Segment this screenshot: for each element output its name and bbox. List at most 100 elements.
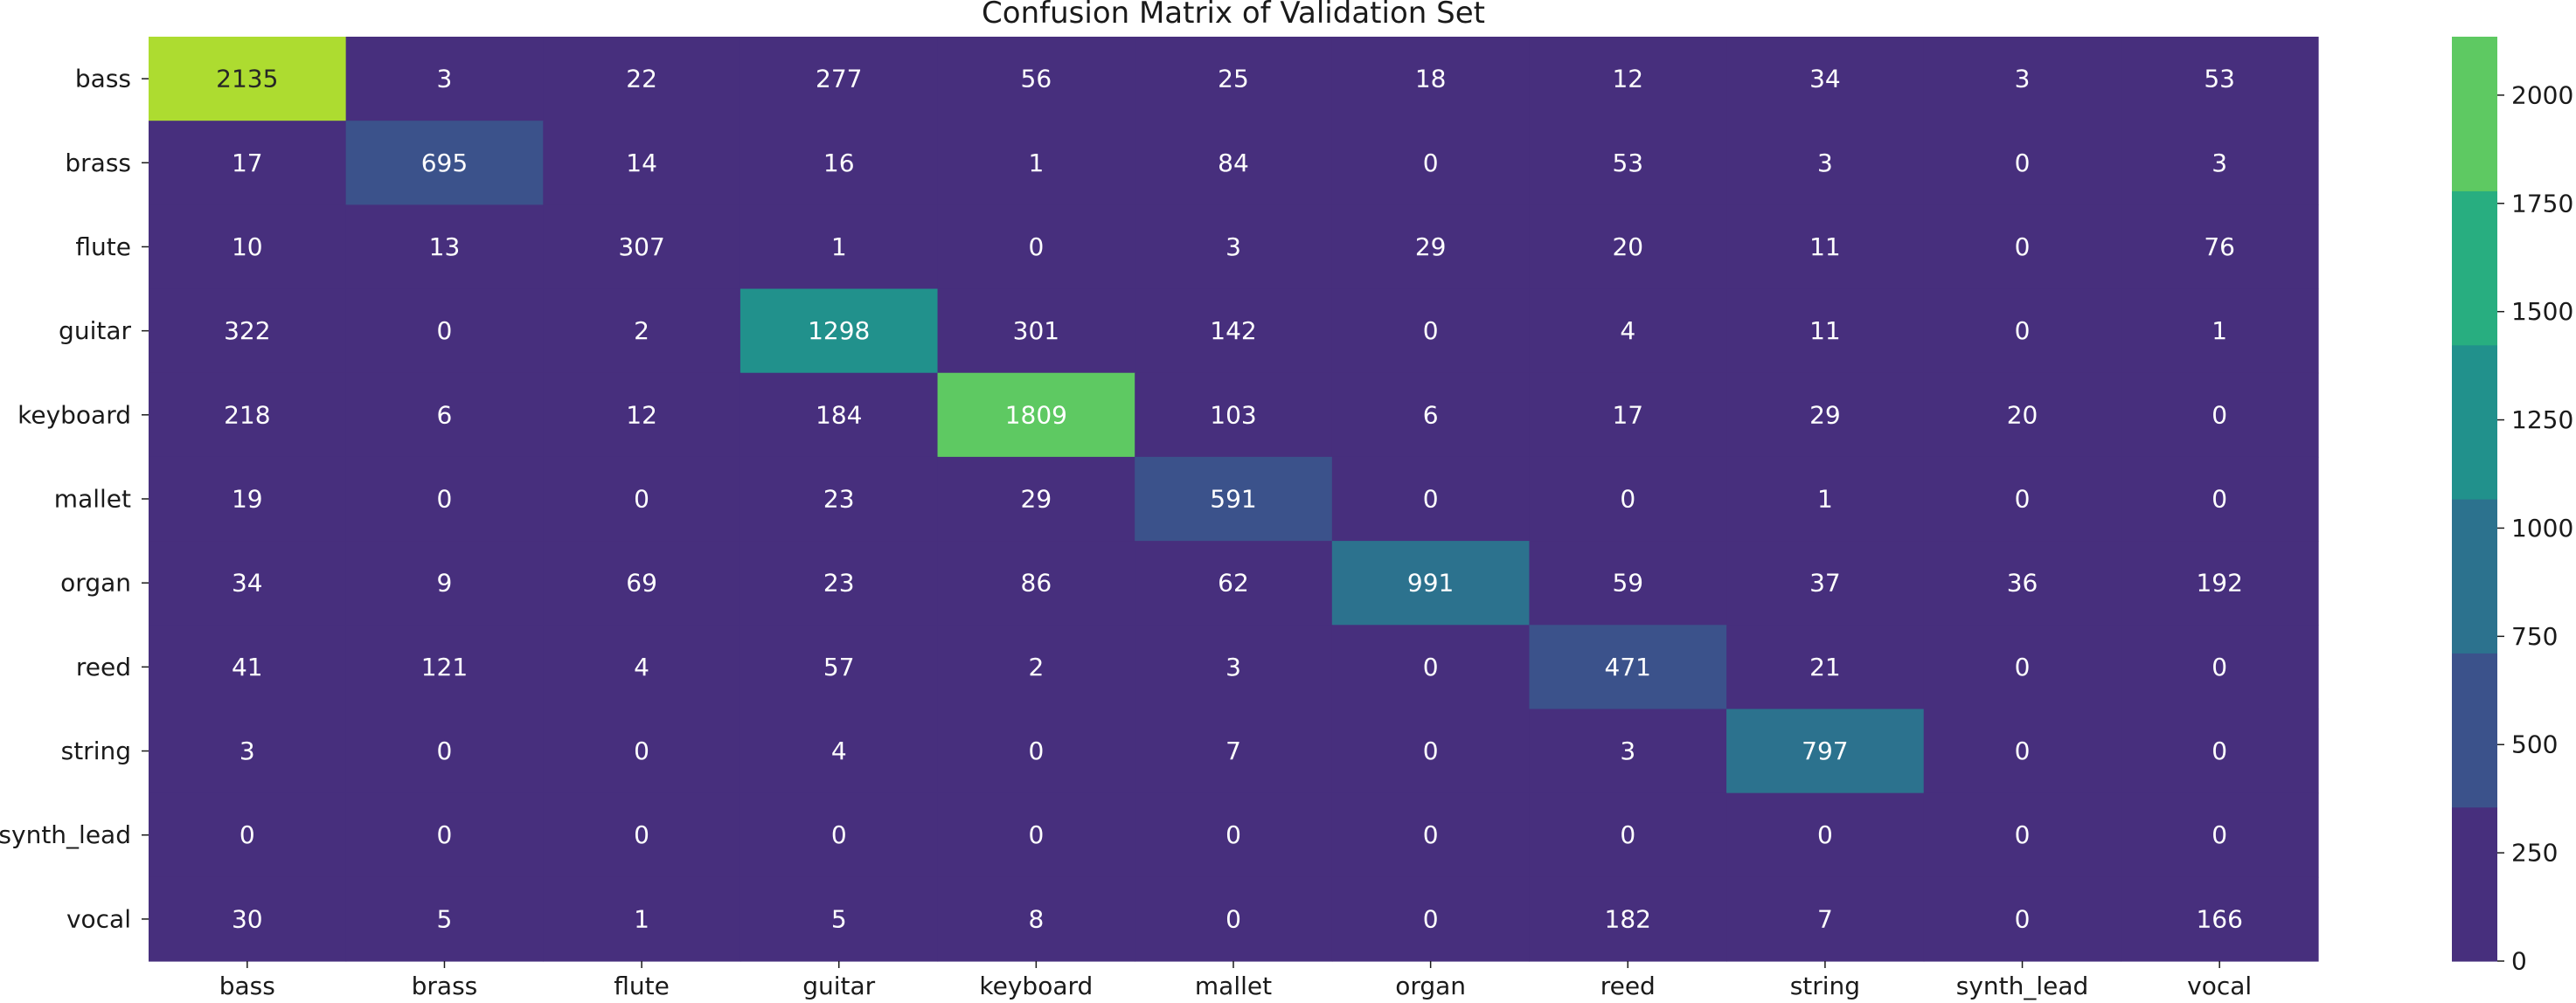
- cell-value-label: 0: [1028, 820, 1044, 849]
- heatmap-cell: [739, 456, 939, 542]
- heatmap-cell: [1529, 204, 1727, 290]
- heatmap-cell: [345, 541, 544, 626]
- x-tick-label: reed: [1600, 972, 1656, 1000]
- cell-value-label: 3: [1817, 149, 1833, 177]
- cell-value-label: 0: [2211, 485, 2227, 514]
- colorbar-segment: [2452, 344, 2497, 500]
- x-tick-label: brass: [412, 972, 478, 1000]
- cell-value-label: 0: [1423, 485, 1439, 514]
- heatmap-cell: [739, 625, 939, 710]
- cell-value-label: 1298: [808, 316, 870, 345]
- cell-value-label: 29: [1809, 400, 1841, 429]
- heatmap-cell: [1135, 456, 1333, 542]
- cell-value-label: 322: [224, 316, 270, 345]
- cell-value-label: 16: [823, 149, 855, 177]
- cell-value-label: 3: [2015, 65, 2031, 93]
- cell-value-label: 86: [1021, 569, 1052, 598]
- cell-value-label: 4: [634, 653, 649, 681]
- heatmap-cell: [937, 204, 1135, 290]
- cell-value-label: 0: [1028, 232, 1044, 261]
- heatmap-cell: [345, 204, 544, 290]
- heatmap-cell: [2121, 288, 2319, 374]
- y-tick-label: brass: [65, 149, 131, 177]
- heatmap-cell: [149, 121, 347, 205]
- cell-value-label: 0: [437, 485, 453, 514]
- cell-value-label: 30: [232, 904, 263, 933]
- colorbar-segment: [2452, 806, 2497, 962]
- heatmap-cell: [1923, 625, 2121, 710]
- cell-value-label: 0: [437, 316, 453, 345]
- cell-value-label: 53: [2204, 65, 2235, 93]
- heatmap-cell: [149, 709, 347, 794]
- heatmap-cell: [345, 792, 544, 878]
- heatmap-cell: [1529, 876, 1727, 962]
- heatmap-cell: [937, 709, 1135, 794]
- cell-value-label: 12: [1612, 65, 1643, 93]
- heatmap-cell: [739, 792, 939, 878]
- colorbar-tick-label: 2000: [2511, 80, 2573, 109]
- cell-value-label: 6: [437, 400, 453, 429]
- cell-value-label: 18: [1415, 65, 1447, 93]
- colorbar-tick-label: 500: [2511, 730, 2558, 759]
- cell-value-label: 0: [1423, 149, 1439, 177]
- heatmap-cell: [1135, 121, 1333, 205]
- heatmap-cell: [1135, 541, 1333, 626]
- heatmap-cell: [1726, 37, 1925, 121]
- heatmap-cell: [937, 876, 1135, 962]
- y-tick-label: vocal: [66, 904, 131, 933]
- cell-value-label: 5: [437, 904, 453, 933]
- cell-value-label: 5: [831, 904, 847, 933]
- cell-value-label: 0: [2211, 653, 2227, 681]
- cell-value-label: 37: [1809, 569, 1841, 598]
- cell-value-label: 0: [437, 737, 453, 765]
- heatmap-cell: [345, 876, 544, 962]
- heatmap-cell: [739, 709, 939, 794]
- cell-value-label: 13: [429, 232, 461, 261]
- heatmap-cell: [937, 456, 1135, 542]
- heatmap-cell: [1529, 709, 1727, 794]
- y-tick-label: mallet: [54, 485, 131, 514]
- heatmap-cell: [937, 121, 1135, 205]
- heatmap-cell: [1726, 456, 1925, 542]
- cell-value-label: 11: [1809, 232, 1841, 261]
- cell-value-label: 22: [626, 65, 657, 93]
- cell-value-label: 103: [1210, 400, 1256, 429]
- cell-value-label: 10: [232, 232, 263, 261]
- heatmap-cell: [2121, 121, 2319, 205]
- heatmap-cell: [1529, 288, 1727, 374]
- cell-value-label: 17: [232, 149, 263, 177]
- cell-value-label: 4: [831, 737, 847, 765]
- heatmap-cell: [149, 792, 347, 878]
- heatmap-cell: [1331, 37, 1531, 121]
- heatmap-cell: [1331, 625, 1531, 710]
- cell-value-label: 0: [2015, 232, 2031, 261]
- heatmap-cell: [1135, 37, 1333, 121]
- cell-value-label: 184: [816, 400, 862, 429]
- heatmap-cell: [1726, 204, 1925, 290]
- cell-value-label: 1: [1028, 149, 1044, 177]
- heatmap-cell: [1726, 288, 1925, 374]
- cell-value-label: 307: [618, 232, 664, 261]
- cell-value-label: 2: [1028, 653, 1044, 681]
- x-tick-label: flute: [614, 972, 670, 1000]
- x-tick-label: keyboard: [979, 972, 1093, 1000]
- cell-value-label: 57: [823, 653, 855, 681]
- heatmap-cell: [1726, 792, 1925, 878]
- heatmap-cell: [739, 204, 939, 290]
- colorbar-segment: [2452, 37, 2497, 191]
- cell-value-label: 591: [1210, 485, 1256, 514]
- cell-value-label: 25: [1218, 65, 1249, 93]
- cell-value-label: 7: [1226, 737, 1241, 765]
- heatmap-cell: [2121, 709, 2319, 794]
- cell-value-label: 3: [1620, 737, 1635, 765]
- heatmap-cell: [2121, 456, 2319, 542]
- heatmap-cell: [1923, 792, 2121, 878]
- heatmap-cell: [937, 541, 1135, 626]
- heatmap-cell: [1529, 541, 1727, 626]
- cell-value-label: 0: [1817, 820, 1833, 849]
- heatmap-cell: [1529, 792, 1727, 878]
- heatmap-cell: [1135, 876, 1333, 962]
- heatmap-cell: [1726, 625, 1925, 710]
- cell-value-label: 7: [1817, 904, 1833, 933]
- colorbar-tick-label: 750: [2511, 622, 2558, 651]
